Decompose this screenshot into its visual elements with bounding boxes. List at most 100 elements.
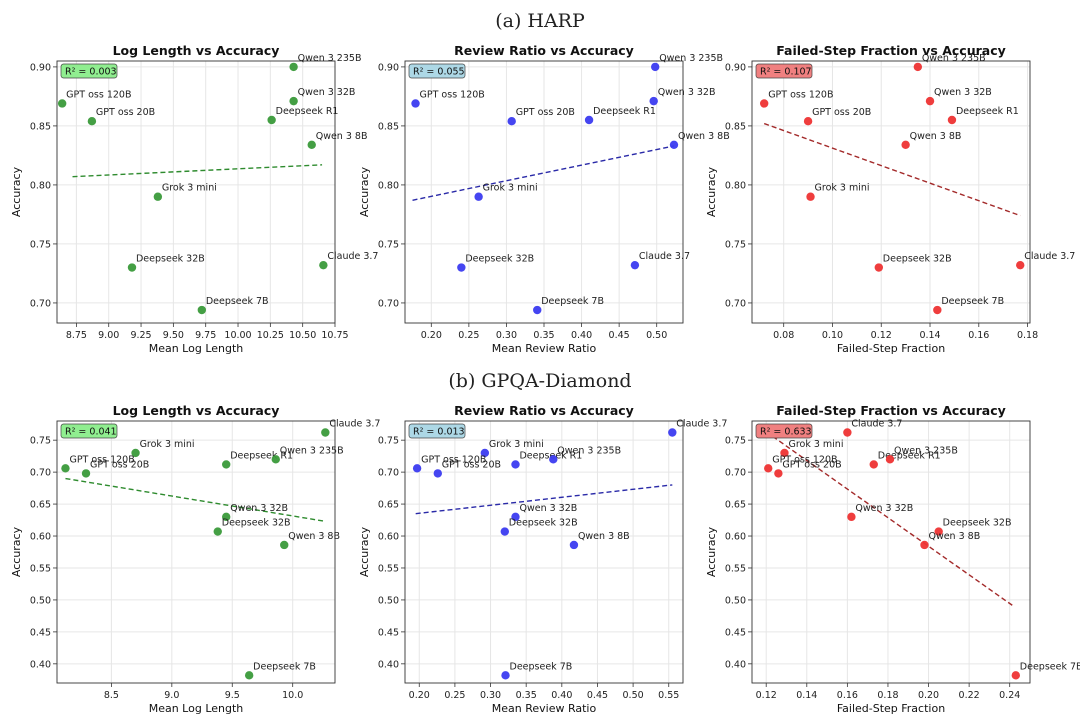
plot-frame [56,420,336,684]
data-point [501,671,510,680]
data-point [901,140,910,149]
x-tick-label: 9.0 [164,690,179,701]
data-point [806,192,815,201]
trend-line [763,122,1021,217]
y-tick-label: 0.85 [30,121,51,132]
data-point [244,671,254,680]
r2-label: R² = 0.003 [65,67,117,78]
panel-title: Log Length vs Accuracy [113,403,280,418]
x-tick-label: 0.45 [587,690,608,701]
data-point [874,263,884,272]
r2-box [60,423,118,439]
r2-label: R² = 0.633 [760,427,812,438]
data-point [913,62,923,72]
data-point [774,469,783,478]
plot-frame [404,420,684,684]
y-tick-label: 0.90 [378,62,399,73]
panel-title: Failed-Step Fraction vs Accuracy [776,403,1006,418]
point-label: Qwen 3 235B [280,445,344,456]
point-label: Qwen 3 32B [658,87,716,98]
data-point [843,428,852,437]
y-tick-label: 0.50 [725,595,746,606]
scatter-panel-0: 8.75 9.00 9.25 9.50 9.75 10.00 10.25 10.50 10.75… [10,43,378,355]
plot-frame [751,60,1031,324]
point-label: Claude 3.7 [329,419,380,430]
y-tick-label: 0.80 [378,180,399,191]
x-tick-label: 0.10 [822,330,843,341]
r2-box [755,423,813,439]
data-point [153,192,163,201]
y-tick-label: 0.40 [378,659,399,670]
point-label: Claude 3.7 [327,251,378,262]
x-tick-label: 9.5 [225,690,240,701]
data-point [411,99,420,108]
data-point [319,260,328,270]
r2-box [408,63,466,79]
y-tick-label: 0.70 [725,298,746,309]
point-label: Qwen 3 235B [922,53,986,64]
x-tick-label: 9.25 [130,330,151,341]
point-label: Deepseek 32B [883,254,952,265]
data-point [321,428,330,437]
data-point [630,260,640,270]
data-point [649,96,658,106]
x-tick-label: 0.14 [796,690,817,701]
data-point [925,96,935,106]
data-point [669,140,679,149]
panel-title: Failed-Step Fraction vs Accuracy [776,43,1006,58]
data-point [280,540,289,550]
point-label: Deepseek 7B [941,296,1004,307]
data-point [131,448,140,458]
y-tick-label: 0.80 [725,180,746,191]
data-point [412,464,422,473]
point-label: Qwen 3 235B [298,53,362,64]
data-point [869,460,878,469]
point-label: Deepseek 32B [943,518,1012,529]
data-point [57,99,67,108]
y-tick-label: 0.70 [378,298,399,309]
r2-box [755,63,813,79]
data-point [569,540,579,550]
y-tick-label: 0.65 [378,500,399,511]
point-label: GPT oss 20B [812,107,871,118]
row-title-harp: (a) HARP [495,10,585,32]
data-point [668,428,677,437]
y-tick-label: 0.75 [30,436,51,447]
plot-frame [751,420,1031,684]
point-label: Qwen 3 235B [659,53,723,64]
point-label: GPT oss 20B [90,459,149,470]
data-point [584,115,594,125]
data-point [271,455,280,464]
x-tick-label: 0.35 [516,690,537,701]
point-label: Grok 3 mini [140,439,195,450]
data-point [87,116,97,126]
point-label: GPT oss 20B [782,459,841,470]
point-label: GPT oss 120B [421,454,486,465]
point-label: Grok 3 mini [815,183,870,194]
point-label: Qwen 3 235B [894,445,958,456]
x-tick-label: 0.40 [551,690,572,701]
data-point [651,62,660,72]
data-point [759,99,769,108]
panels: 8.75 9.00 9.25 9.50 9.75 10.00 10.25 10.50 10.75… [10,43,1080,715]
y-tick-label: 0.75 [378,436,399,447]
data-point [307,140,316,149]
point-label: Deepseek 7B [1020,661,1080,672]
y-axis-label: Accuracy [10,166,23,217]
point-label: Qwen 3 8B [910,131,962,142]
point-label: Grok 3 mini [483,183,538,194]
x-tick-label: 0.30 [496,330,517,341]
data-point [500,527,509,536]
point-label: GPT oss 120B [66,89,131,100]
x-tick-label: 0.50 [623,690,644,701]
data-point [289,62,298,72]
data-point [267,115,276,125]
x-tick-label: 10.0 [282,690,303,701]
r2-box [408,423,466,439]
point-label: Qwen 3 235B [557,445,621,456]
y-axis-label: Accuracy [10,526,23,577]
x-tick-label: 10.50 [289,330,316,341]
y-tick-label: 0.75 [378,239,399,250]
scatter-panel-3: 8.5 9.0 9.5 10.0 0.40 0.45 0.50 0.55 0.60 0.65 0.7… [10,403,380,715]
